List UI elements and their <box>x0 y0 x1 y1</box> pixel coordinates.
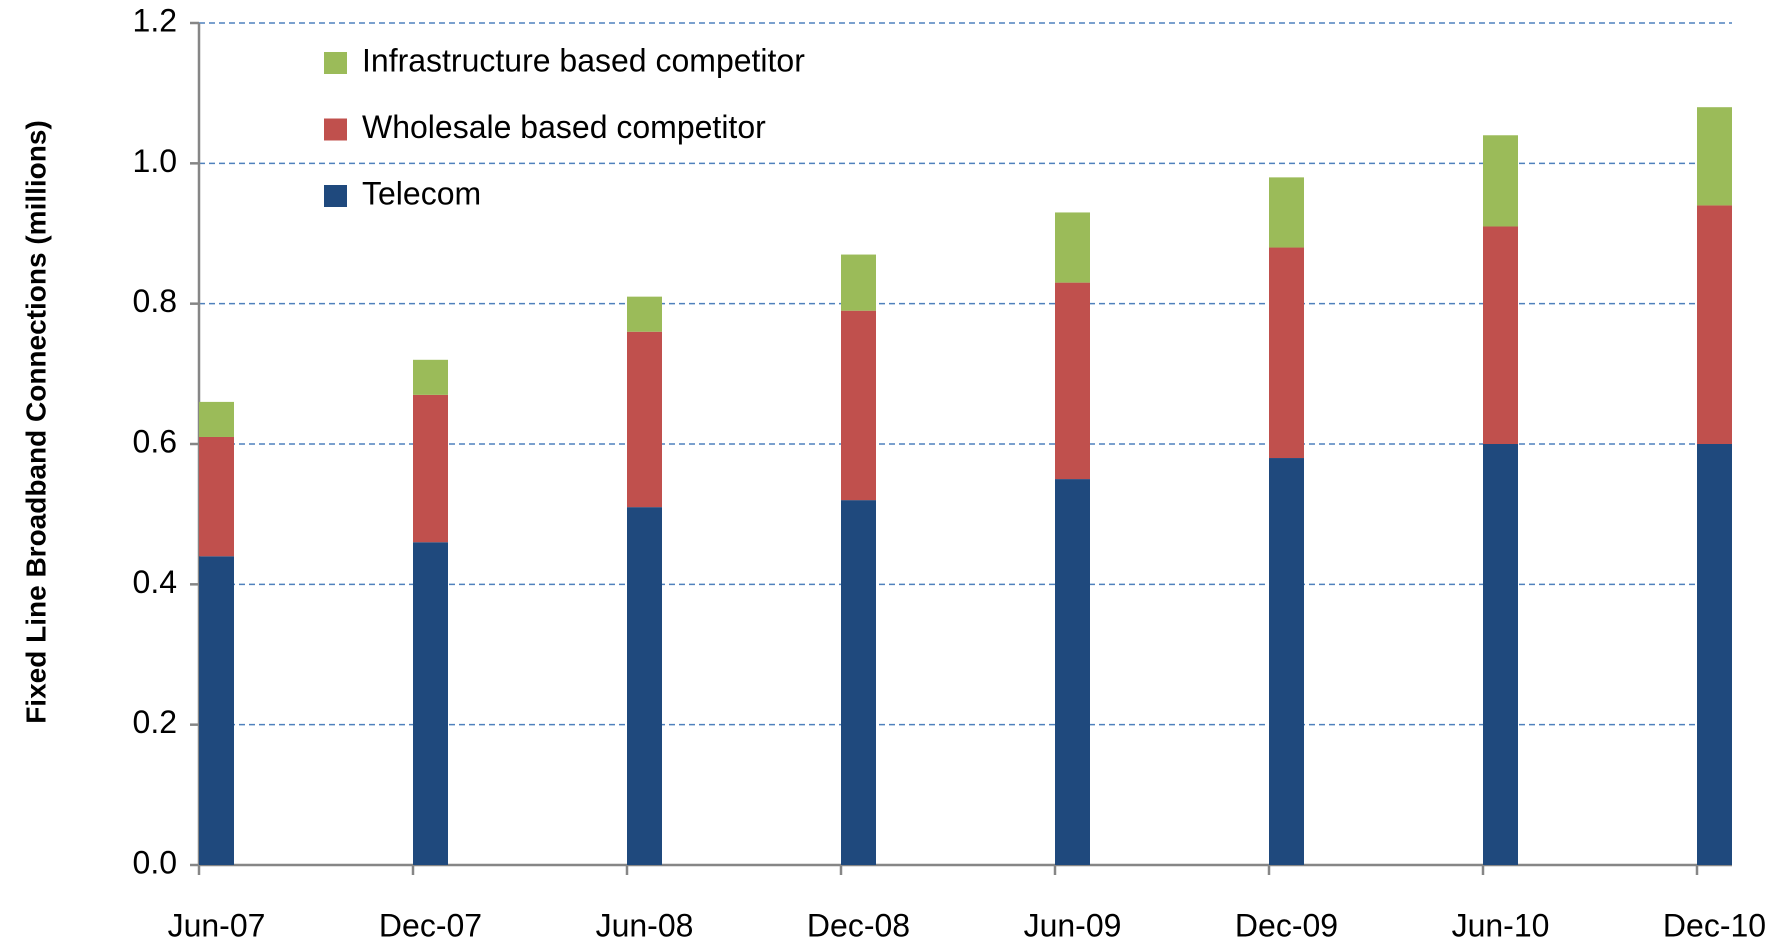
y-tick-label: 0.4 <box>133 564 177 600</box>
bar-segment <box>199 436 234 557</box>
x-tick-label: Jun-08 <box>596 907 694 943</box>
legend-label: Telecom <box>362 175 481 211</box>
bar-segment <box>1055 479 1090 865</box>
bar-segment <box>627 331 662 508</box>
x-tick-label: Dec-09 <box>1235 907 1338 943</box>
legend-swatch <box>324 185 347 207</box>
bar-segment <box>627 507 662 865</box>
y-tick-label: 0.2 <box>133 704 177 740</box>
bar-segment <box>1269 177 1304 248</box>
bar-segment <box>627 296 662 332</box>
bar-segment <box>1055 282 1090 480</box>
bar-segment <box>199 556 234 865</box>
bar-segment <box>1697 107 1732 206</box>
bar-segment <box>1483 444 1518 865</box>
bar-segment <box>1269 458 1304 865</box>
bar-segment <box>841 310 876 501</box>
y-tick-label: 0.0 <box>133 844 177 880</box>
bar-segment <box>1483 226 1518 444</box>
bar-segment <box>1055 212 1090 283</box>
legend-label: Wholesale based competitor <box>362 109 766 145</box>
x-tick-label: Dec-10 <box>1663 907 1766 943</box>
bar-segment <box>1697 444 1732 865</box>
x-tick-label: Jun-10 <box>1452 907 1550 943</box>
x-tick-label: Jun-07 <box>168 907 266 943</box>
bar-segment <box>1483 135 1518 227</box>
bar-segment <box>413 359 448 395</box>
bar-segment <box>413 394 448 543</box>
bar-segment <box>1269 247 1304 459</box>
bar-segment <box>1697 205 1732 444</box>
x-tick-label: Dec-08 <box>807 907 910 943</box>
y-tick-label: 1.2 <box>133 2 177 38</box>
bar-segment <box>841 254 876 311</box>
bar-segment <box>413 542 448 865</box>
y-tick-label: 0.8 <box>133 283 177 319</box>
x-tick-label: Dec-07 <box>379 907 482 943</box>
y-tick-label: 1.0 <box>133 143 177 179</box>
legend-swatch <box>324 52 347 74</box>
x-tick-label: Jun-09 <box>1024 907 1122 943</box>
legend-label: Infrastructure based competitor <box>362 42 805 78</box>
y-tick-label: 0.6 <box>133 423 177 459</box>
bar-segment <box>199 401 234 437</box>
y-axis-label: Fixed Line Broadband Connections (millio… <box>20 120 51 724</box>
legend-swatch <box>324 118 347 141</box>
bar-segment <box>841 500 876 865</box>
